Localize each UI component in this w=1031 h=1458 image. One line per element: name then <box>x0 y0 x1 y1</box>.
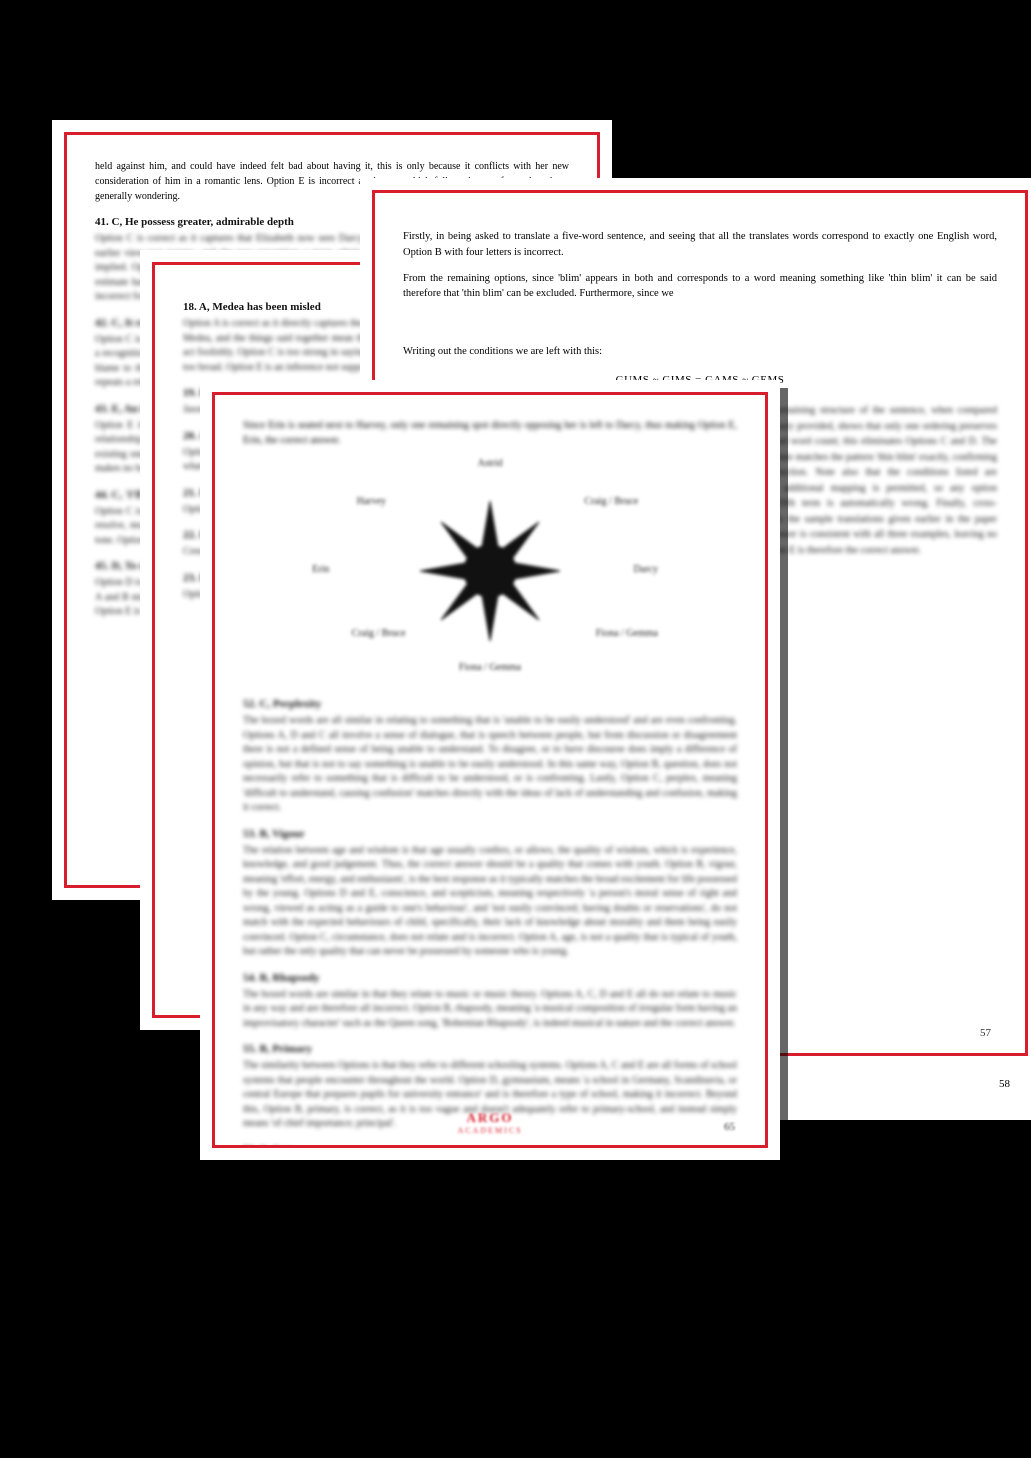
dlabel-e: Darcy <box>634 564 658 575</box>
compass-svg <box>410 491 570 651</box>
q56-heading: 56. C, Sure <box>243 1144 737 1149</box>
dlabel-ne: Craig / Bruce <box>584 496 638 507</box>
brand-name: ARGO <box>215 1110 765 1126</box>
brand-sub: ACADEMICS <box>215 1126 765 1135</box>
dlabel-se: Fiona / Gemma <box>596 628 658 639</box>
dlabel-sw: Craig / Bruce <box>352 628 406 639</box>
p3-cond-label: Writing out the conditions we are left w… <box>403 344 997 360</box>
p3-intro1: Firstly, in being asked to translate a f… <box>403 229 997 261</box>
q52-body: The boxed words are all similar in relat… <box>243 714 737 816</box>
q54-heading: 54. B, Rhapsody <box>243 972 737 984</box>
dlabel-nw: Harvey <box>357 496 386 507</box>
q54-body: The boxed words are similar in that they… <box>243 988 737 1032</box>
q53-body: The relation between age and wisdom is t… <box>243 844 737 960</box>
p3-pagenum-57: 57 <box>980 1027 991 1039</box>
compass-diagram: Astrid Harvey Craig / Bruce Erin Darcy C… <box>243 456 737 686</box>
footer-brand: ARGO ACADEMICS <box>215 1110 765 1135</box>
q55-heading: 55. B, Primary <box>243 1043 737 1055</box>
p4-pagenum: 65 <box>724 1121 735 1133</box>
q53-heading: 53. B, Vigour <box>243 828 737 840</box>
dlabel-top: Astrid <box>478 458 503 469</box>
dlabel-bottom: Fiona / Gemma <box>459 662 521 673</box>
p3-pagenum-58b: 58 <box>999 1078 1010 1090</box>
page-border: Since Erin is seated next to Harvey, onl… <box>212 392 768 1148</box>
p4-caption: Since Erin is seated next to Harvey, onl… <box>243 419 737 448</box>
dlabel-w: Erin <box>312 564 329 575</box>
p3-intro2: From the remaining options, since 'blim'… <box>403 271 997 303</box>
q52-heading: 52. C, Perplexity <box>243 698 737 710</box>
page-front: Since Erin is seated next to Harvey, onl… <box>200 380 780 1160</box>
